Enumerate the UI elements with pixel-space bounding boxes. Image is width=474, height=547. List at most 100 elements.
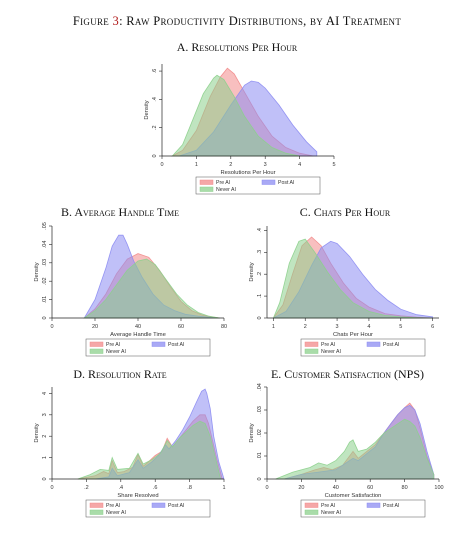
- x-axis-title: Chats Per Hour: [333, 332, 373, 338]
- x-tick-label: 3: [336, 324, 339, 330]
- x-tick-label: 2: [304, 324, 307, 330]
- panel-title-d: D. Resolution Rate: [73, 367, 167, 381]
- x-tick-label: 20: [92, 324, 98, 330]
- x-axis-title: Customer Satisfaction: [325, 493, 382, 499]
- legend-label-post-ai: Post AI: [383, 503, 399, 509]
- panel-title-a: A. Resolutions Per Hour: [176, 40, 298, 54]
- legend-frame: [85, 338, 211, 357]
- legend-label-never-ai: Never AI: [216, 187, 236, 193]
- figure-title-text: Raw Productivity Distributions, by AI Tr…: [126, 14, 402, 28]
- x-tick-label: 4: [367, 324, 370, 330]
- x-tick-label: 2: [229, 162, 232, 168]
- x-axis-title: Resolutions Per Hour: [220, 170, 275, 176]
- x-tick-label: 4: [298, 162, 301, 168]
- figure-title: Figure 3: Raw Productivity Distributions…: [72, 14, 402, 28]
- x-tick-label: 1: [195, 162, 198, 168]
- y-tick-label: 4: [42, 392, 48, 395]
- legend-swatch-post-ai: [261, 179, 276, 185]
- x-tick-label: .6: [153, 485, 158, 491]
- chart-panel-resolutions-per-hour: 0 1 2 3 4 5 0 .2 .4 .6 Resolutions Per Hour Density…: [144, 64, 336, 195]
- density-area-never-ai: [77, 420, 222, 480]
- x-tick-label: 0: [160, 162, 163, 168]
- legend-swatch-never-ai: [89, 509, 104, 515]
- x-tick-label: 0: [265, 485, 268, 491]
- legend-swatch-pre-ai: [304, 341, 319, 347]
- y-tick-label: .02: [42, 277, 48, 285]
- figure-number: 3: [112, 14, 120, 28]
- legend-label-pre-ai: Pre AI: [321, 503, 335, 509]
- y-tick-label: .2: [152, 125, 158, 130]
- legend-swatch-never-ai: [304, 509, 319, 515]
- y-tick-label: 3: [42, 413, 48, 416]
- legend-frame: [195, 176, 321, 195]
- x-tick-label: 60: [367, 485, 373, 491]
- y-tick-label: .03: [257, 406, 263, 414]
- x-tick-label: 1: [272, 324, 275, 330]
- x-tick-label: .8: [187, 485, 192, 491]
- legend-frame: [300, 499, 426, 518]
- density-area-never-ai: [171, 74, 300, 157]
- panel-title-c: C. Chats Per Hour: [299, 205, 391, 219]
- legend-swatch-never-ai: [304, 348, 319, 354]
- legend-label-never-ai: Never AI: [106, 510, 126, 516]
- legend-swatch-pre-ai: [199, 179, 214, 185]
- legend-label-pre-ai: Pre AI: [321, 342, 335, 348]
- chart-panel-chats-per-hour: 1 2 3 4 5 6 0 .1 .2 .3 .4 Chats Per Hour Density Pre …: [249, 226, 439, 357]
- y-tick-label: .05: [42, 222, 48, 230]
- x-tick-label: 40: [135, 324, 141, 330]
- x-tick-label: 80: [402, 485, 408, 491]
- legend-label-never-ai: Never AI: [321, 510, 341, 516]
- legend-swatch-post-ai: [366, 502, 381, 508]
- density-area-never-ai: [83, 258, 220, 319]
- legend-label-post-ai: Post AI: [278, 180, 294, 186]
- y-tick-label: .02: [257, 429, 263, 437]
- y-tick-label: 0: [257, 477, 263, 480]
- y-tick-label: .1: [257, 294, 263, 299]
- legend-frame: [85, 499, 211, 518]
- x-tick-label: 60: [178, 324, 184, 330]
- y-axis-title: Density: [249, 423, 255, 442]
- y-tick-label: .01: [257, 452, 263, 460]
- legend: Pre AI Post AI Never AI: [195, 176, 321, 195]
- y-tick-label: 0: [42, 316, 48, 319]
- y-tick-label: .3: [257, 250, 263, 255]
- chart-panel-resolution-rate: 0 .2 .4 .6 .8 1 0 1 2 3 4 Share Resolved Density Pre …: [34, 387, 226, 518]
- legend-swatch-post-ai: [151, 341, 166, 347]
- y-axis-title: Density: [249, 262, 255, 281]
- y-tick-label: 0: [42, 477, 48, 480]
- x-tick-label: 3: [264, 162, 267, 168]
- x-tick-label: 80: [221, 324, 227, 330]
- legend-label-post-ai: Post AI: [383, 342, 399, 348]
- legend-swatch-never-ai: [89, 348, 104, 354]
- legend-swatch-never-ai: [199, 186, 214, 192]
- panel-title-e: E. Customer Satisfaction (NPS): [270, 367, 425, 381]
- chart-panel-customer-satisfaction: 0 20 40 60 80 100 0 .01 .02 .03 .04 Customer Satisf…: [249, 383, 444, 518]
- x-tick-label: 1: [222, 485, 225, 491]
- y-axis-title: Density: [34, 423, 40, 442]
- x-tick-label: 0: [50, 485, 53, 491]
- x-tick-label: 40: [333, 485, 339, 491]
- y-tick-label: 2: [42, 435, 48, 438]
- y-tick-label: 0: [257, 316, 263, 319]
- y-tick-label: 0: [152, 154, 158, 157]
- legend-swatch-pre-ai: [89, 341, 104, 347]
- legend-label-pre-ai: Pre AI: [106, 503, 120, 509]
- legend-swatch-pre-ai: [304, 502, 319, 508]
- x-tick-label: 6: [431, 324, 434, 330]
- x-tick-label: 0: [50, 324, 53, 330]
- legend-frame: [300, 338, 426, 357]
- x-axis-title: Share Resolved: [117, 493, 158, 499]
- x-tick-label: 20: [298, 485, 304, 491]
- y-tick-label: .4: [152, 97, 158, 102]
- legend: Pre AI Post AI Never AI: [300, 499, 426, 518]
- y-axis-title: Density: [144, 100, 150, 119]
- y-tick-label: .01: [42, 296, 48, 304]
- legend-swatch-pre-ai: [89, 502, 104, 508]
- x-tick-label: 5: [399, 324, 402, 330]
- y-axis-title: Density: [34, 262, 40, 281]
- panel-title-b: B. Average Handle Time: [61, 205, 179, 219]
- y-tick-label: .04: [42, 241, 48, 249]
- y-tick-label: .6: [152, 69, 158, 74]
- y-tick-label: 1: [42, 456, 48, 459]
- x-tick-label: 100: [434, 485, 443, 491]
